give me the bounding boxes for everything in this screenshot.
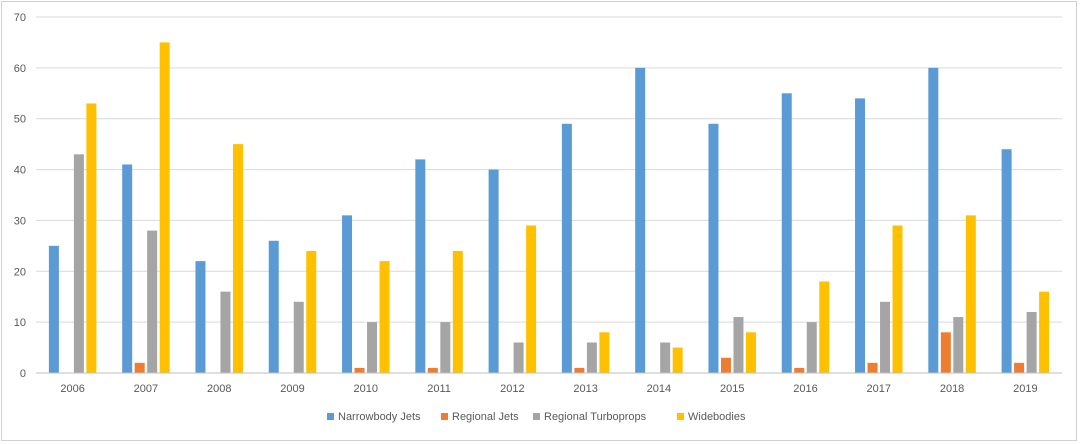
- bar-regional-turboprops-2008: [220, 291, 231, 373]
- x-tick-label: 2009: [280, 383, 304, 395]
- bar-widebodies-2014: [672, 347, 683, 373]
- y-tick-label: 0: [20, 368, 26, 380]
- y-tick-label: 50: [14, 114, 26, 126]
- legend-label: Widebodies: [688, 411, 746, 423]
- bar-regional-turboprops-2006: [73, 154, 84, 373]
- bar-regional-turboprops-2013: [586, 342, 597, 373]
- bar-regional-jets-2007: [134, 362, 145, 373]
- legend-swatch: [533, 413, 540, 420]
- y-axis: 0 10 20 30 40 50 60 70: [14, 12, 26, 380]
- bar-widebodies-2018: [965, 215, 976, 373]
- x-tick-label: 2016: [793, 383, 817, 395]
- bar-widebodies-2012: [526, 225, 537, 373]
- bar-regional-jets-2011: [427, 367, 438, 373]
- bar-widebodies-2008: [232, 144, 243, 373]
- x-tick-label: 2008: [207, 383, 231, 395]
- bar-narrowbody-jets-2015: [708, 123, 719, 373]
- y-tick-label: 10: [14, 317, 26, 329]
- x-axis: 2006 2007 2008 2009 2010 2011 2012 2013 2014 2015…: [36, 372, 1062, 395]
- x-tick-label: 2019: [1013, 383, 1037, 395]
- bar-regional-jets-2013: [574, 367, 585, 373]
- bar-regional-jets-2018: [940, 332, 951, 373]
- bar-regional-jets-2010: [354, 367, 365, 373]
- bar-regional-jets-2016: [794, 367, 805, 373]
- bar-narrowbody-jets-2006: [48, 245, 59, 373]
- bar-widebodies-2009: [306, 250, 317, 373]
- bar-widebodies-2007: [159, 42, 170, 374]
- bar-regional-jets-2017: [867, 362, 878, 373]
- bar-widebodies-2013: [599, 332, 610, 373]
- bar-regional-jets-2019: [1014, 362, 1025, 373]
- bar-widebodies-2011: [452, 250, 463, 373]
- bar-narrowbody-jets-2008: [195, 261, 206, 373]
- x-tick-label: 2013: [573, 383, 597, 395]
- legend-swatch: [327, 413, 334, 420]
- y-tick-label: 70: [14, 12, 26, 24]
- x-tick-label: 2012: [500, 383, 524, 395]
- bar-narrowbody-jets-2013: [561, 123, 572, 373]
- legend-item: Widebodies: [677, 411, 746, 423]
- bar-regional-turboprops-2018: [953, 317, 964, 373]
- bar-widebodies-2016: [819, 281, 830, 373]
- y-tick-label: 40: [14, 165, 26, 177]
- bar-regional-turboprops-2012: [513, 342, 524, 373]
- bar-widebodies-2017: [892, 225, 903, 373]
- x-tick-label: 2017: [867, 383, 891, 395]
- bar-narrowbody-jets-2017: [855, 98, 866, 373]
- bar-regional-turboprops-2019: [1026, 311, 1037, 373]
- bar-regional-jets-2015: [720, 357, 731, 373]
- bar-regional-turboprops-2009: [293, 301, 304, 373]
- legend-swatch: [441, 413, 448, 420]
- legend-item: Regional Turboprops: [533, 411, 647, 423]
- bar-regional-turboprops-2015: [733, 317, 744, 373]
- bar-narrowbody-jets-2007: [122, 164, 133, 373]
- bar-widebodies-2006: [86, 103, 97, 373]
- bar-widebodies-2015: [745, 332, 756, 373]
- bars: [48, 42, 1050, 374]
- bar-narrowbody-jets-2014: [635, 67, 646, 373]
- legend-label: Regional Jets: [452, 411, 519, 423]
- bar-regional-turboprops-2011: [440, 322, 451, 373]
- legend-item: Narrowbody Jets: [327, 411, 421, 423]
- bar-regional-turboprops-2017: [880, 301, 891, 373]
- bar-narrowbody-jets-2011: [415, 159, 426, 373]
- x-tick-label: 2011: [427, 383, 451, 395]
- legend-item: Regional Jets: [441, 411, 519, 423]
- y-tick-label: 60: [14, 63, 26, 75]
- legend: Narrowbody Jets Regional Jets Regional Tur…: [327, 411, 746, 423]
- bar-regional-turboprops-2010: [367, 322, 378, 373]
- bar-widebodies-2019: [1039, 291, 1050, 373]
- y-tick-label: 20: [14, 266, 26, 278]
- bar-narrowbody-jets-2018: [928, 67, 939, 373]
- bar-widebodies-2010: [379, 261, 390, 373]
- bar-regional-turboprops-2014: [660, 342, 671, 373]
- x-tick-label: 2007: [134, 383, 158, 395]
- legend-swatch: [677, 413, 684, 420]
- bar-regional-turboprops-2016: [806, 322, 817, 373]
- bar-narrowbody-jets-2019: [1001, 149, 1012, 373]
- legend-label: Narrowbody Jets: [338, 411, 421, 423]
- legend-label: Regional Turboprops: [544, 411, 647, 423]
- y-tick-label: 30: [14, 215, 26, 227]
- x-tick-label: 2006: [60, 383, 84, 395]
- x-tick-label: 2014: [647, 383, 671, 395]
- gridlines: [36, 16, 1062, 374]
- bar-narrowbody-jets-2016: [781, 93, 792, 374]
- bar-narrowbody-jets-2012: [488, 169, 499, 373]
- x-tick-label: 2015: [720, 383, 744, 395]
- bar-narrowbody-jets-2010: [342, 215, 353, 373]
- x-tick-label: 2010: [354, 383, 378, 395]
- x-tick-label: 2018: [940, 383, 964, 395]
- bar-narrowbody-jets-2009: [268, 240, 279, 373]
- bar-regional-turboprops-2007: [147, 230, 158, 373]
